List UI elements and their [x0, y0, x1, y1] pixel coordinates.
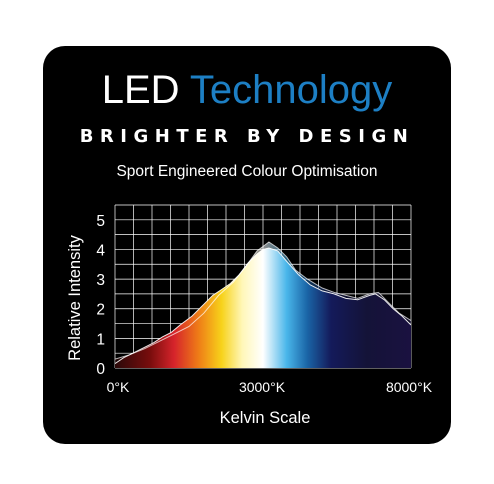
x-axis-label: Kelvin Scale — [220, 409, 311, 427]
led-technology-card: LED Technology BRIGHTER BY DESIGN Sport … — [43, 46, 451, 444]
y-tick-label: 0 — [96, 361, 105, 378]
spectrum-line-2 — [115, 241, 411, 360]
y-tick-label: 2 — [96, 302, 105, 319]
tagline: BRIGHTER BY DESIGN — [79, 126, 415, 147]
title-technology: Technology — [189, 68, 393, 112]
y-axis-label: Relative Intensity — [66, 234, 84, 360]
y-tick-label: 5 — [96, 213, 105, 230]
x-tick-label: 3000°K — [239, 379, 286, 395]
spectrum-line-1 — [115, 247, 411, 365]
title-led: LED — [101, 68, 180, 112]
spectrum-area-2 — [115, 242, 411, 368]
subtitle: Sport Engineered Colour Optimisation — [116, 163, 378, 180]
x-tick-label: 8000°K — [386, 379, 433, 395]
y-tick-labels: 0 1 2 3 4 5 — [96, 213, 105, 378]
spectrum-areas — [115, 242, 411, 368]
y-tick-label: 4 — [96, 242, 105, 259]
spectrum-lines — [115, 241, 411, 365]
y-tick-label: 3 — [96, 272, 105, 289]
y-tick-label: 1 — [96, 331, 105, 348]
x-tick-labels: 0°K 3000°K 8000°K — [107, 379, 433, 395]
main-title: LED Technology — [43, 66, 451, 114]
spectrum-chart: 0 1 2 3 4 5 0°K 3000°K 8000°K Relative Intensit… — [66, 204, 433, 427]
x-tick-label: 0°K — [107, 379, 130, 395]
